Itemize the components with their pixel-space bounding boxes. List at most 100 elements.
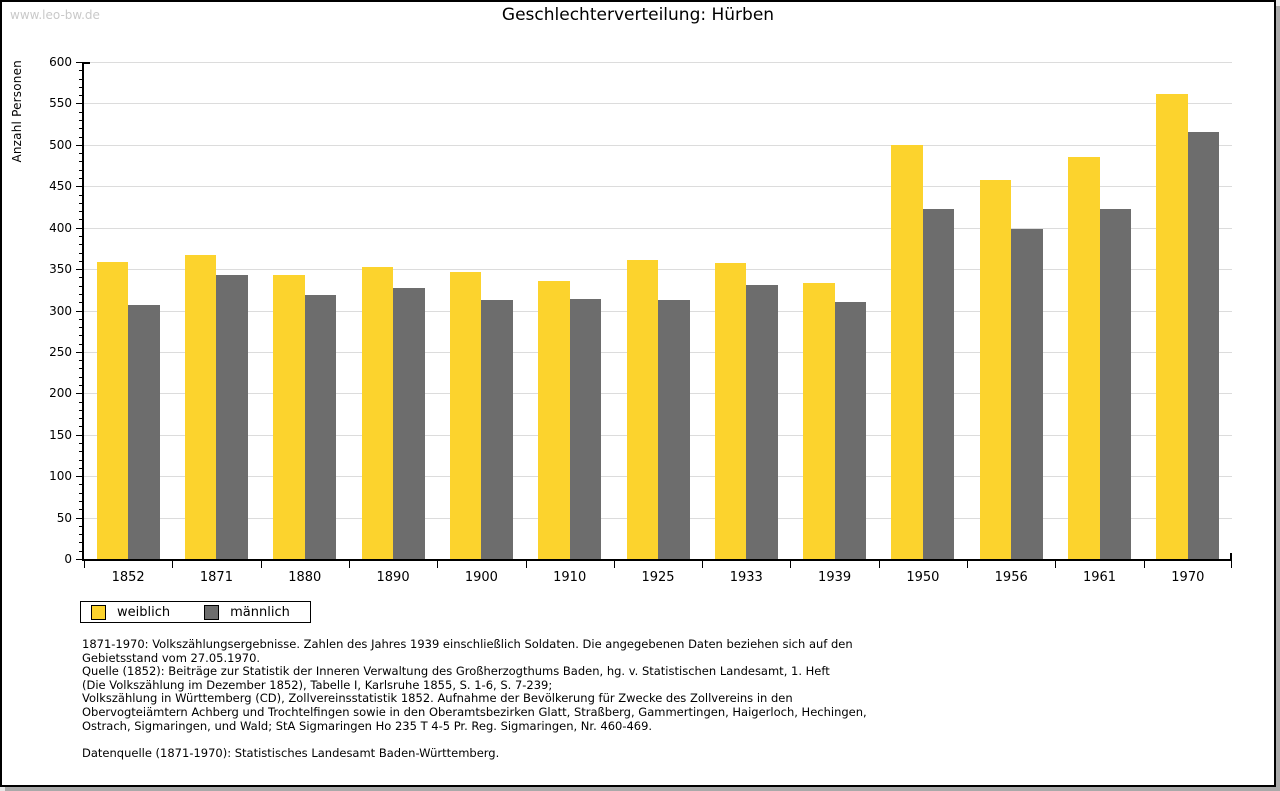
x-tick-10 bbox=[967, 561, 969, 568]
y-minor-tick-430 bbox=[79, 202, 82, 204]
bar-weiblich-1890 bbox=[361, 266, 394, 559]
bar-männlich-1900 bbox=[481, 299, 513, 559]
source-note-line: Volkszählung in Württemberg (CD), Zollve… bbox=[82, 691, 793, 706]
y-minor-tick-460 bbox=[79, 177, 82, 179]
y-tick-label-200: 200 bbox=[49, 386, 72, 401]
bar-weiblich-1970 bbox=[1156, 94, 1188, 559]
watermark: www.leo-bw.de bbox=[10, 8, 100, 22]
x-tick-4 bbox=[437, 561, 439, 568]
legend: weiblich männlich bbox=[80, 601, 311, 623]
y-minor-tick-510 bbox=[79, 136, 82, 138]
y-minor-tick-530 bbox=[79, 119, 82, 121]
y-minor-tick-480 bbox=[79, 161, 82, 163]
y-tick-label-300: 300 bbox=[49, 303, 72, 318]
y-minor-tick-470 bbox=[79, 169, 82, 171]
gridline-550 bbox=[84, 103, 1232, 105]
chart-title: Geschlechterverteilung: Hürben bbox=[501, 5, 775, 25]
bar-männlich-1925 bbox=[658, 299, 690, 559]
bar-männlich-1950 bbox=[922, 209, 955, 559]
x-tick-2 bbox=[260, 561, 262, 568]
y-minor-tick-230 bbox=[79, 368, 82, 370]
bar-männlich-1852 bbox=[128, 304, 160, 559]
source-note-line: Datenquelle (1871-1970): Statistisches L… bbox=[82, 745, 500, 760]
y-tick-0 bbox=[76, 559, 82, 560]
x-label-1961: 1961 bbox=[1082, 570, 1117, 585]
y-minor-tick-360 bbox=[79, 260, 82, 262]
bar-weiblich-1880 bbox=[273, 274, 305, 559]
x-label-1871: 1871 bbox=[199, 570, 233, 585]
bar-männlich-1961 bbox=[1099, 209, 1132, 559]
legend-item-maennlich: männlich bbox=[204, 604, 290, 620]
y-tick-450 bbox=[76, 186, 82, 188]
y-tick-250 bbox=[76, 351, 82, 353]
y-minor-tick-260 bbox=[79, 343, 82, 345]
source-note-line: Obervogteiämtern Achberg und Trochtelfin… bbox=[82, 704, 867, 719]
y-minor-tick-20 bbox=[79, 542, 82, 544]
x-label-1890: 1890 bbox=[376, 570, 410, 585]
bar-weiblich-1910 bbox=[538, 280, 570, 559]
y-tick-150 bbox=[76, 434, 82, 436]
bar-weiblich-1933 bbox=[714, 263, 747, 559]
y-minor-tick-410 bbox=[79, 219, 82, 221]
x-tick-1 bbox=[172, 561, 174, 568]
y-tick-500 bbox=[76, 144, 82, 146]
y-minor-tick-60 bbox=[79, 509, 82, 511]
legend-item-weiblich: weiblich bbox=[91, 604, 170, 620]
y-tick-label-350: 350 bbox=[49, 262, 72, 277]
x-tick-5 bbox=[525, 561, 527, 568]
y-tick-label-500: 500 bbox=[49, 137, 72, 152]
y-tick-label-150: 150 bbox=[49, 427, 72, 442]
x-tick-8 bbox=[790, 561, 792, 568]
x-tick-0 bbox=[84, 561, 85, 568]
x-tick-6 bbox=[613, 561, 615, 568]
plot-area: 0 50 100 150 200 250 300 350 400 450 500 550 600 1852… bbox=[49, 55, 1232, 585]
bar-männlich-1970 bbox=[1187, 132, 1220, 559]
x-label-1925: 1925 bbox=[641, 570, 675, 585]
x-tick-3 bbox=[348, 561, 350, 568]
weiblich-swatch bbox=[91, 604, 106, 620]
source-note-line: Ostrach, Sigmaringen, und Wald; StA Sigm… bbox=[82, 718, 653, 733]
y-tick-label-100: 100 bbox=[49, 469, 72, 484]
x-label-1939: 1939 bbox=[818, 570, 852, 585]
y-minor-tick-570 bbox=[79, 86, 82, 88]
bar-weiblich-1939 bbox=[803, 283, 835, 559]
y-minor-tick-380 bbox=[79, 244, 82, 246]
y-minor-tick-310 bbox=[79, 302, 82, 304]
source-notes: 1871-1970: Volkszählungsergebnisse. Zahl… bbox=[82, 637, 1182, 760]
gridline-350 bbox=[84, 269, 1232, 271]
source-note-line: 1871-1970: Volkszählungsergebnisse. Zahl… bbox=[82, 637, 853, 651]
y-tick-label-600: 600 bbox=[49, 55, 72, 69]
x-tick-13 bbox=[1231, 561, 1232, 568]
y-tick-100 bbox=[76, 476, 82, 478]
bar-weiblich-1950 bbox=[891, 144, 923, 559]
bar-weiblich-1956 bbox=[979, 179, 1012, 559]
y-tick-label-450: 450 bbox=[49, 179, 72, 194]
bar-weiblich-1871 bbox=[184, 255, 217, 559]
y-tick-label-50: 50 bbox=[56, 510, 72, 525]
x-label-1880: 1880 bbox=[288, 570, 322, 585]
y-minor-tick-130 bbox=[79, 451, 82, 453]
bar-weiblich-1961 bbox=[1068, 157, 1100, 559]
x-label-1910: 1910 bbox=[553, 570, 587, 585]
bar-männlich-1956 bbox=[1011, 229, 1043, 559]
y-tick-550 bbox=[76, 103, 82, 105]
y-tick-300 bbox=[76, 310, 82, 312]
x-tick-12 bbox=[1143, 561, 1145, 568]
bar-männlich-1871 bbox=[216, 274, 248, 559]
y-minor-tick-370 bbox=[79, 252, 82, 254]
bar-männlich-1880 bbox=[304, 294, 337, 559]
y-minor-tick-30 bbox=[79, 534, 82, 536]
y-minor-tick-490 bbox=[79, 153, 82, 155]
y-minor-tick-240 bbox=[79, 360, 82, 362]
y-minor-tick-340 bbox=[79, 277, 82, 279]
maennlich-label: männlich bbox=[230, 604, 290, 620]
y-minor-tick-120 bbox=[79, 459, 82, 461]
bar-männlich-1910 bbox=[569, 298, 602, 559]
y-minor-tick-90 bbox=[79, 484, 82, 486]
x-tick-11 bbox=[1055, 561, 1057, 568]
maennlich-swatch bbox=[204, 604, 220, 620]
bar-weiblich-1900 bbox=[449, 272, 482, 559]
x-tick-9 bbox=[878, 561, 880, 568]
x-label-1970: 1970 bbox=[1171, 570, 1205, 585]
